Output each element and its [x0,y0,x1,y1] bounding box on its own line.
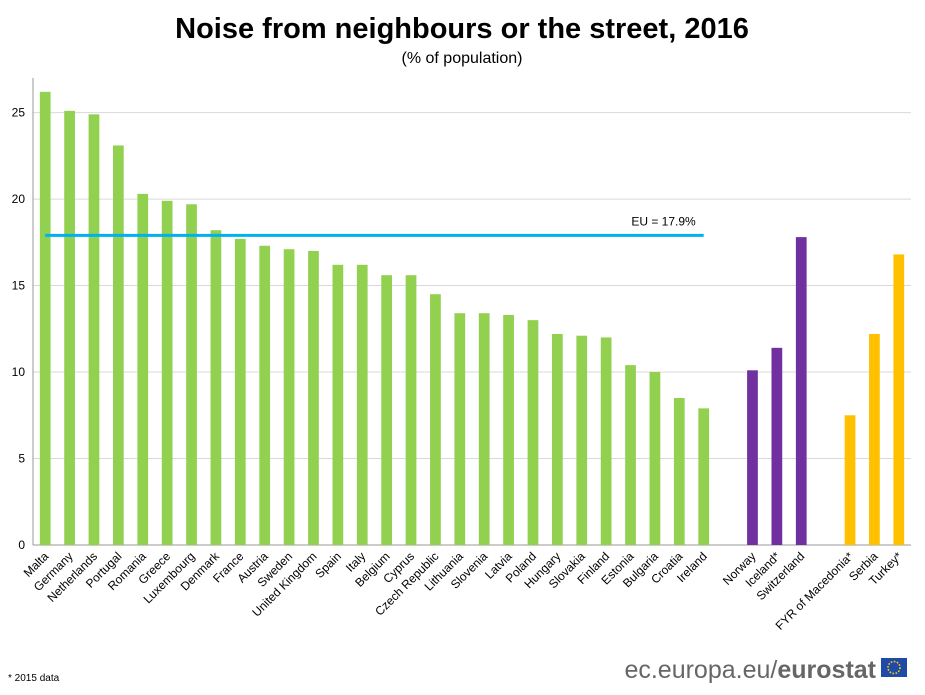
bar [430,294,441,545]
y-tick-label: 10 [12,365,26,379]
bar [771,347,783,545]
bar [625,365,636,545]
y-tick-label: 5 [18,452,25,466]
footer-brand: ec.europa.eu/eurostat [624,656,876,684]
bar [551,333,563,545]
bar [893,254,905,545]
footnote: * 2015 data [8,673,60,684]
chart-subtitle: (% of population) [402,50,523,67]
bar [405,275,417,545]
bar [161,200,173,545]
chart-title: Noise from neighbours or the street, 201… [175,13,749,45]
bar [381,275,393,545]
bar [527,320,539,545]
bar [844,415,856,545]
eu-flag [881,658,907,677]
bar [673,397,685,545]
bar [747,370,758,545]
bar [478,313,490,545]
bar [39,91,51,545]
footer-brand-name: eurostat [777,656,876,684]
reference-label: EU = 17.9% [631,214,696,228]
y-tick-label: 15 [12,279,26,293]
bar [356,264,368,545]
bar [112,145,124,545]
bar [600,337,612,545]
bar [795,237,807,546]
bar [576,335,588,545]
bar [308,250,319,546]
bar [210,230,222,546]
bar [869,333,880,545]
bar [64,110,75,545]
bar [698,408,710,545]
bar [186,204,197,545]
y-tick-label: 20 [12,192,26,206]
bar [137,193,149,545]
x-tick-label: Spain [312,549,344,581]
bar [454,313,466,545]
bar [234,238,246,545]
y-tick-label: 0 [18,538,25,552]
y-tick-label: 25 [12,106,26,120]
bar [88,114,100,546]
footer-site: ec.europa.eu/ [624,656,777,684]
bar [332,264,344,545]
bar [649,372,661,545]
bar [503,314,514,545]
bar [283,249,295,545]
bar [259,245,271,545]
